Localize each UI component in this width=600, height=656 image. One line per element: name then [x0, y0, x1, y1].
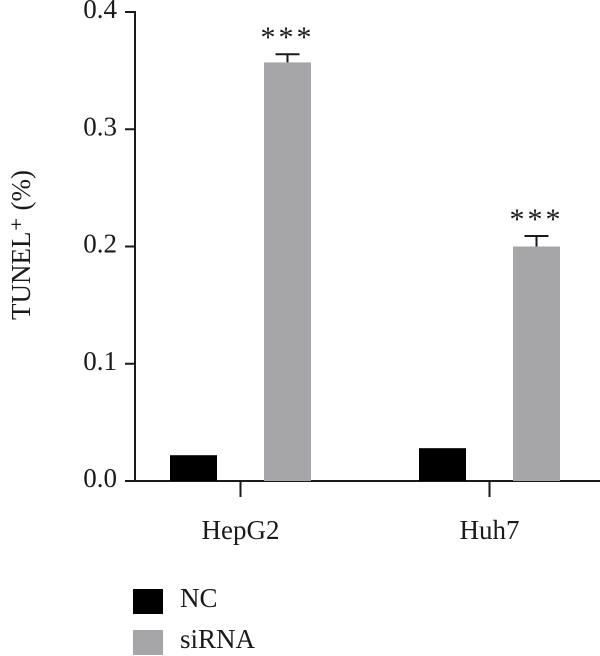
significance-label: ***: [261, 21, 315, 54]
y-axis-label: TUNEL⁺ (%): [6, 170, 36, 320]
legend-swatch: [133, 630, 163, 655]
y-tick-label: 0.0: [83, 463, 117, 493]
x-tick-label: Huh7: [460, 515, 520, 545]
y-tick-label: 0.2: [83, 229, 117, 259]
bar: [513, 246, 560, 481]
error-bar: [275, 53, 300, 63]
error-bar: [524, 234, 549, 247]
bar: [264, 62, 311, 481]
y-tick-label: 0.4: [83, 0, 117, 24]
y-tick-label: 0.1: [83, 346, 117, 376]
legend-label: NC: [180, 583, 218, 613]
y-tick-label: 0.3: [83, 111, 117, 141]
bar: [419, 448, 466, 481]
x-tick-label: HepG2: [202, 515, 280, 545]
legend-label: siRNA: [180, 624, 256, 654]
bar: [170, 455, 217, 481]
legend-swatch: [133, 589, 163, 614]
significance-label: ***: [510, 203, 564, 236]
